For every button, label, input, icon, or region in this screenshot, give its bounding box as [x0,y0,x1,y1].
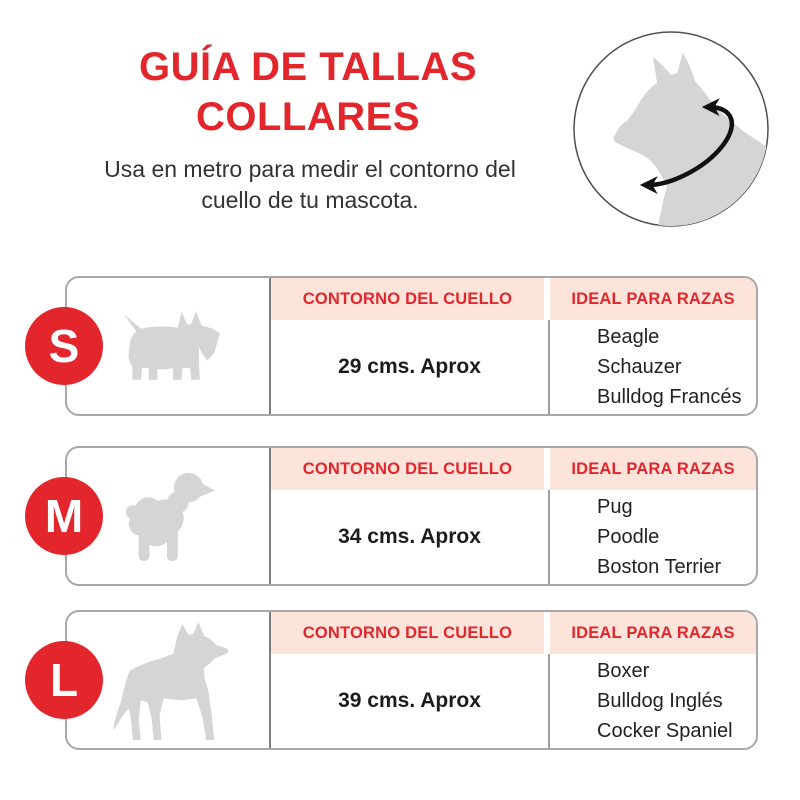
contorno-header-cell: CONTORNO DEL CUELLO [271,448,544,490]
contorno-value-s: 29 cms. Aprox [338,355,481,378]
size-card-l: L CONTORNO DEL CUELLO IDEAL PARA RAZAS 3… [25,610,758,750]
breed-list-m: Pug Poodle Boston Terrier [597,490,748,584]
contorno-header-cell: CONTORNO DEL CUELLO [271,612,544,654]
dog-head-measure-icon [573,31,769,227]
page-title-line1: GUÍA DE TALLAS [138,45,478,89]
breed-item: Bulldog Inglés [597,690,723,712]
page-title: GUÍA DE TALLAS COLLARES [8,42,608,142]
contorno-value-l: 39 cms. Aprox [338,689,481,712]
measure-arrow-icon [639,98,735,195]
column-divider [548,320,550,414]
razas-header-cell: IDEAL PARA RAZAS [550,278,756,320]
dog-zone-s [67,278,270,414]
breed-item: Boxer [597,660,650,682]
breed-list-l: Boxer Bulldog Inglés Cocker Spaniel [597,654,748,748]
razas-header-label: IDEAL PARA RAZAS [571,289,735,308]
card-divider-vertical [269,448,271,584]
size-card-s: S CONTORNO DEL CUELLO IDEAL PARA RAZAS 2… [25,276,758,416]
dog-zone-m [67,448,270,584]
breed-item: Poodle [597,526,660,548]
breed-item: Cocker Spaniel [597,720,733,742]
page-title-line2: COLLARES [196,95,420,139]
contorno-header-label: CONTORNO DEL CUELLO [302,289,513,308]
breed-list-s: Beagle Schauzer Bulldog Francés [597,320,748,414]
card-divider-vertical [269,612,271,748]
contorno-header-cell: CONTORNO DEL CUELLO [271,278,544,320]
shepherd-icon [113,621,228,741]
size-badge-s: S [25,307,103,385]
card-divider-vertical [269,278,271,414]
neck-measure-illustration [569,27,773,231]
razas-header-cell: IDEAL PARA RAZAS [550,448,756,490]
dog-zone-l [67,612,270,748]
contorno-header-label: CONTORNO DEL CUELLO [302,623,513,642]
razas-header-label: IDEAL PARA RAZAS [571,623,735,642]
scottish-terrier-icon [123,311,220,380]
breed-item: Boston Terrier [597,556,722,578]
size-badge-l: L [25,641,103,719]
breed-item: Pug [597,496,633,518]
column-divider [548,654,550,748]
size-card-m: M CONTORNO DEL CUELLO IDEAL PARA RAZAS 3… [25,446,758,586]
contorno-header-label: CONTORNO DEL CUELLO [302,459,513,478]
breed-item: Schauzer [597,356,682,378]
contorno-value-m: 34 cms. Aprox [338,525,481,548]
razas-header-cell: IDEAL PARA RAZAS [550,612,756,654]
razas-header-label: IDEAL PARA RAZAS [571,459,735,478]
breed-item: Bulldog Francés [597,386,742,408]
column-divider [548,490,550,584]
poodle-icon [125,472,215,562]
page-subtitle: Usa en metro para medir el contorno del … [104,156,516,213]
breed-item: Beagle [597,326,660,348]
size-badge-m: M [25,477,103,555]
